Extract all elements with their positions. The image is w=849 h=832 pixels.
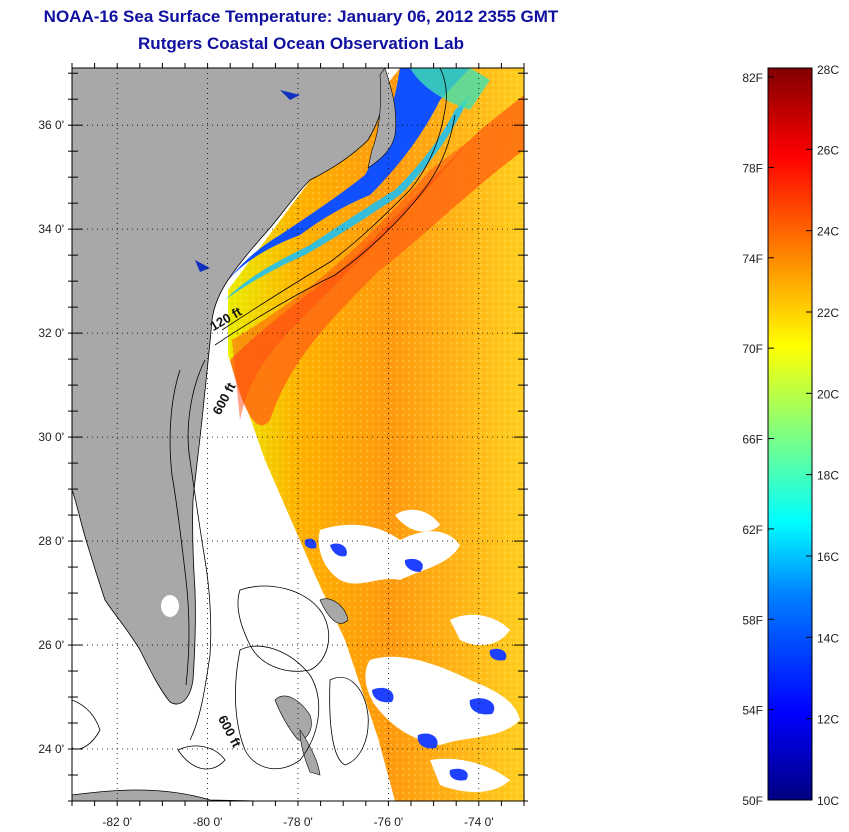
colorbar-c-label: 18C xyxy=(817,469,839,483)
colorbar-c-label: 10C xyxy=(817,794,839,808)
cuba xyxy=(72,789,261,801)
longitude-labels: -82 0' -80 0' -78 0' -76 0' -74 0' xyxy=(102,815,493,829)
lat-label: 24 0' xyxy=(38,742,64,756)
colorbar-c-label: 22C xyxy=(817,306,839,320)
lon-label: -76 0' xyxy=(374,815,404,829)
lon-label: -82 0' xyxy=(102,815,132,829)
outer-banks xyxy=(367,68,397,169)
colorbar-f-label: 66F xyxy=(742,433,763,447)
lon-label: -80 0' xyxy=(193,815,223,829)
colorbar-f-label: 50F xyxy=(742,794,763,808)
colorbar-f-label: 54F xyxy=(742,704,763,718)
colorbar-f-label: 78F xyxy=(742,161,763,175)
lat-label: 30 0' xyxy=(38,430,64,444)
gulf-stream-warm-band xyxy=(230,95,524,426)
inland-water-2 xyxy=(195,260,210,272)
bahamas-islands xyxy=(274,598,349,776)
colorbar-celsius-labels: 28C 26C 24C 22C 20C 18C 16C 14C 12C 10C xyxy=(806,63,839,808)
colorbar-c-label: 26C xyxy=(817,143,839,157)
cloud-cover xyxy=(318,509,520,792)
colorbar-c-label: 28C xyxy=(817,63,839,77)
inland-water-1 xyxy=(280,90,300,100)
lon-label: -74 0' xyxy=(464,815,494,829)
us-landmass xyxy=(72,68,387,705)
lake-okeechobee xyxy=(161,595,179,617)
colorbar-c-label: 24C xyxy=(817,225,839,239)
colorbar-f-label: 74F xyxy=(742,252,763,266)
map-area xyxy=(72,68,524,801)
colorbar-f-label: 58F xyxy=(742,613,763,627)
colorbar-fahrenheit-labels: 82F 78F 74F 70F 66F 62F 58F 54F 50F xyxy=(742,71,774,808)
colorbar-c-label: 12C xyxy=(817,713,839,727)
shelf-transition-water xyxy=(225,95,470,300)
lat-label: 28 0' xyxy=(38,534,64,548)
map-subtitle: Rutgers Coastal Ocean Observation Lab xyxy=(138,34,464,53)
lat-label: 36 0' xyxy=(38,118,64,132)
cool-shelf-water xyxy=(215,68,470,300)
lat-label: 32 0' xyxy=(38,326,64,340)
colorbar-c-label: 14C xyxy=(817,631,839,645)
cold-cloud-edges xyxy=(304,538,507,781)
lat-label: 26 0' xyxy=(38,638,64,652)
colorbar-f-label: 62F xyxy=(742,523,763,537)
lon-label: -78 0' xyxy=(283,815,313,829)
northern-cool-water xyxy=(410,68,490,110)
colorbar-f-label: 70F xyxy=(742,342,763,356)
colorbar-c-label: 16C xyxy=(817,550,839,564)
latitude-labels: 36 0' 34 0' 32 0' 30 0' 28 0' 26 0' 24 0' xyxy=(38,118,64,756)
graticule xyxy=(68,63,528,806)
colorbar-c-label: 20C xyxy=(817,387,839,401)
colorbar xyxy=(767,67,813,801)
map-title: NOAA-16 Sea Surface Temperature: January… xyxy=(43,7,559,26)
colorbar-f-label: 82F xyxy=(742,71,763,85)
lat-label: 34 0' xyxy=(38,222,64,236)
